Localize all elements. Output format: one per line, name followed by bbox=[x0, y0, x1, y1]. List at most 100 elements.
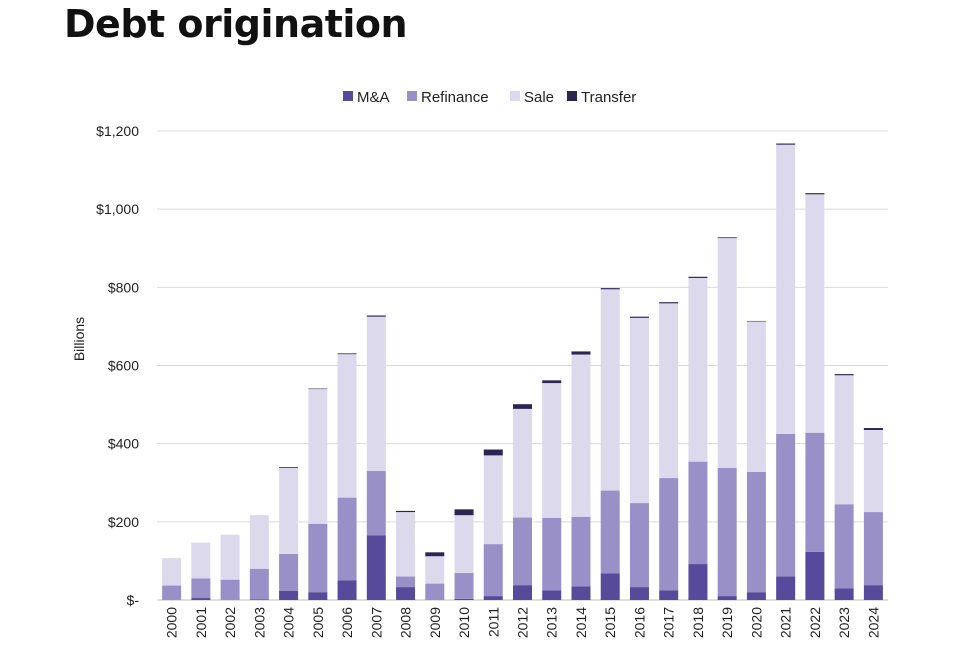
bar-segment bbox=[600, 289, 620, 491]
bar-segment bbox=[337, 354, 357, 498]
bar-segment bbox=[659, 303, 679, 479]
bar-segment bbox=[629, 587, 649, 600]
legend-label: Refinance bbox=[421, 89, 489, 106]
bar-segment bbox=[337, 580, 357, 600]
x-tick-label: 2007 bbox=[368, 607, 384, 638]
bar-segment bbox=[220, 534, 240, 580]
bar-segment bbox=[542, 590, 562, 600]
bar-segment bbox=[513, 408, 532, 518]
chart-title: Debt origination bbox=[64, 2, 408, 46]
bar-segment bbox=[454, 573, 474, 599]
bar-segment bbox=[366, 316, 386, 472]
y-tick-label: $1,000 bbox=[96, 201, 139, 217]
x-tick-label: 2023 bbox=[836, 607, 852, 638]
bar-segment bbox=[542, 380, 562, 384]
x-axis: 2000 2001 2002 2003 2004 2005 2006 2007 2008 2009… bbox=[164, 607, 882, 638]
x-tick-label: 2022 bbox=[807, 607, 823, 638]
bar-segment bbox=[396, 576, 416, 588]
bar-segment bbox=[746, 320, 766, 322]
x-tick-label: 2002 bbox=[222, 607, 238, 638]
bar-segment bbox=[717, 237, 737, 239]
bar-segment bbox=[863, 428, 883, 430]
bar-segment bbox=[249, 599, 269, 600]
bar-segment bbox=[776, 576, 796, 600]
x-tick-label: 2000 bbox=[164, 607, 180, 638]
bar-segment bbox=[162, 585, 182, 600]
legend-label: Sale bbox=[524, 89, 554, 106]
bar-segment bbox=[571, 354, 591, 517]
y-tick-label: $200 bbox=[108, 514, 139, 530]
bar-segment bbox=[308, 388, 328, 524]
x-tick-label: 2001 bbox=[193, 607, 209, 638]
y-tick-label: $600 bbox=[108, 358, 139, 374]
bar-segment bbox=[366, 535, 386, 600]
bar-segment bbox=[571, 586, 591, 600]
y-tick-label: $- bbox=[127, 592, 140, 608]
bar-segment bbox=[513, 404, 532, 409]
legend-swatch bbox=[343, 91, 353, 101]
bar-segment bbox=[659, 302, 679, 304]
bar-segment bbox=[659, 590, 679, 600]
bar-segment bbox=[308, 592, 328, 600]
bar-segment bbox=[483, 596, 503, 600]
x-tick-label: 2024 bbox=[865, 607, 881, 638]
bar-segment bbox=[776, 144, 796, 434]
bar-segment bbox=[513, 517, 532, 586]
bar-segment bbox=[600, 490, 620, 574]
bar-segment bbox=[746, 471, 766, 593]
bar-segment bbox=[279, 467, 299, 468]
x-tick-label: 2014 bbox=[573, 607, 589, 638]
x-tick-label: 2009 bbox=[427, 607, 443, 638]
x-tick-label: 2005 bbox=[310, 607, 326, 638]
x-tick-label: 2016 bbox=[631, 607, 647, 638]
x-tick-label: 2021 bbox=[778, 607, 794, 638]
y-axis-label: Billions bbox=[71, 317, 87, 361]
bar-segment bbox=[834, 374, 854, 376]
legend-label: Transfer bbox=[581, 89, 636, 106]
bar-segment bbox=[279, 553, 299, 592]
bar-segment bbox=[542, 517, 562, 591]
bar-segment bbox=[746, 321, 766, 472]
bar-segment bbox=[600, 288, 620, 290]
x-tick-label: 2020 bbox=[748, 607, 764, 638]
bar-segment bbox=[279, 467, 299, 554]
bar-segment bbox=[513, 585, 532, 600]
bar-segment bbox=[629, 316, 649, 318]
bar-segment bbox=[191, 542, 211, 579]
x-tick-label: 2011 bbox=[485, 607, 501, 637]
x-tick-label: 2004 bbox=[281, 607, 297, 638]
x-tick-label: 2012 bbox=[515, 607, 531, 638]
bar-segment bbox=[366, 471, 386, 536]
bar-segment bbox=[776, 433, 796, 577]
bar-segment bbox=[191, 578, 211, 599]
x-tick-label: 2018 bbox=[690, 607, 706, 638]
bar-segment bbox=[425, 552, 445, 557]
bar-segment bbox=[805, 194, 825, 433]
bar-segment bbox=[746, 592, 766, 600]
bar-segment bbox=[717, 596, 737, 600]
bar-segment bbox=[337, 497, 357, 581]
bar-segment bbox=[688, 461, 708, 565]
bar-segment bbox=[717, 467, 737, 597]
bar-segment bbox=[425, 556, 445, 584]
bar-segment bbox=[805, 193, 825, 195]
bar-segment bbox=[454, 598, 474, 600]
y-tick-label: $400 bbox=[108, 436, 139, 452]
bar-segment bbox=[425, 583, 445, 600]
x-tick-label: 2003 bbox=[251, 607, 267, 638]
bar-segment bbox=[776, 143, 796, 145]
bar-segment bbox=[308, 388, 328, 390]
bar-segment bbox=[571, 351, 591, 355]
bar-segment bbox=[249, 515, 269, 569]
bar-segment bbox=[600, 573, 620, 600]
x-tick-label: 2019 bbox=[719, 607, 735, 638]
x-tick-label: 2008 bbox=[398, 607, 414, 638]
y-tick-label: $800 bbox=[108, 279, 139, 295]
bar-segment bbox=[863, 512, 883, 586]
y-tick-label: $1,200 bbox=[96, 123, 139, 139]
bar-segment bbox=[249, 568, 269, 600]
legend-swatch bbox=[567, 91, 577, 101]
bar-segment bbox=[483, 449, 503, 456]
bar-segment bbox=[805, 551, 825, 600]
